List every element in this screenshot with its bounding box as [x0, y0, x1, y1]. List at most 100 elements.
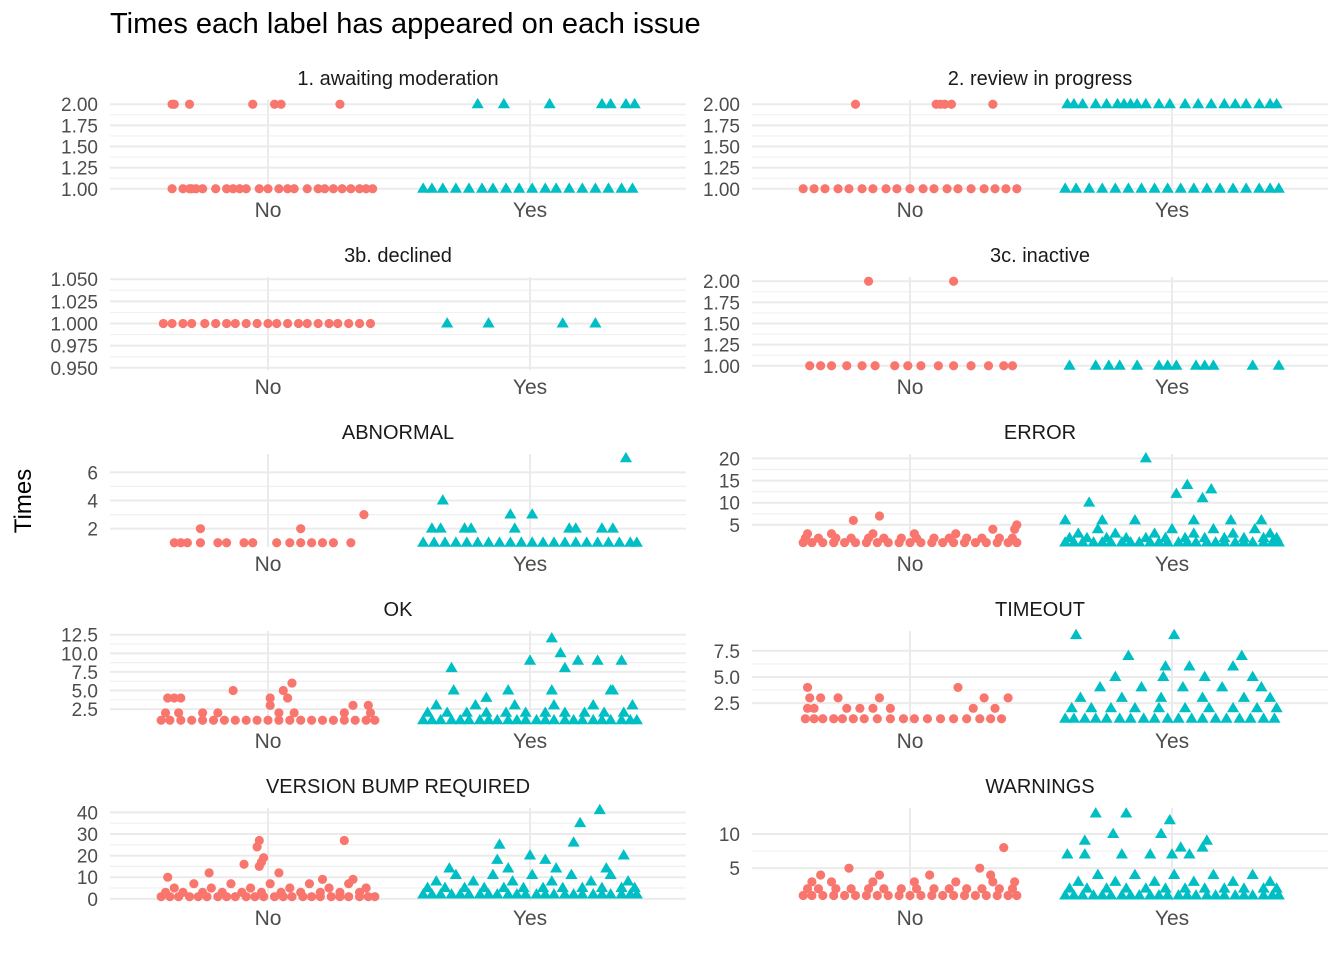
data-point-yes: [1198, 359, 1211, 370]
data-point-yes: [1246, 359, 1259, 370]
data-point-no: [872, 714, 882, 724]
data-point-no: [174, 708, 184, 718]
data-point-no: [929, 184, 939, 194]
data-point-yes: [1168, 628, 1181, 640]
data-point-yes: [1244, 712, 1257, 723]
data-point-yes: [617, 706, 630, 717]
data-point-yes: [1181, 478, 1194, 489]
data-point-no: [818, 714, 828, 724]
y-tick-label: 10: [719, 825, 740, 846]
data-point-yes: [591, 536, 604, 547]
data-point-no: [219, 715, 229, 725]
data-point-no: [962, 533, 972, 543]
data-point-yes: [1268, 712, 1281, 723]
data-point-yes: [425, 522, 438, 533]
data-point-no: [221, 318, 232, 329]
data-point-yes: [615, 182, 628, 193]
data-point-yes: [480, 706, 493, 717]
data-point-no: [949, 890, 959, 901]
data-point-no: [184, 892, 195, 902]
data-point-yes: [1131, 359, 1144, 370]
data-point-yes: [460, 536, 473, 547]
data-point-no: [850, 890, 861, 901]
data-point-yes: [417, 713, 430, 725]
data-point-yes: [425, 182, 438, 193]
data-point-yes: [589, 317, 602, 328]
data-point-yes: [436, 182, 449, 193]
data-point-yes: [1229, 97, 1242, 109]
data-point-yes: [547, 536, 561, 547]
data-point-no: [241, 184, 251, 194]
data-point-no: [339, 715, 349, 725]
data-point-no: [953, 682, 963, 693]
data-point-yes: [473, 888, 486, 899]
data-point-yes: [1189, 536, 1203, 547]
data-point-no: [807, 537, 817, 548]
data-point-no: [1012, 890, 1022, 901]
data-point-no: [211, 318, 221, 329]
data-point-no: [265, 693, 275, 703]
data-point-yes: [1172, 712, 1185, 723]
data-point-yes: [428, 536, 441, 547]
data-point-no: [208, 715, 219, 725]
x-tick-label-yes: Yes: [513, 376, 547, 399]
data-point-yes: [1148, 527, 1161, 538]
data-point-no: [195, 524, 206, 534]
data-point-no: [857, 361, 867, 371]
data-point-yes: [519, 713, 532, 725]
data-point-yes: [1200, 889, 1213, 900]
data-point-yes: [506, 875, 519, 886]
data-point-yes: [480, 691, 493, 702]
y-tick-label: 5.0: [714, 668, 740, 689]
data-point-yes: [1179, 531, 1192, 543]
data-point-no: [885, 714, 895, 724]
data-point-no: [365, 318, 376, 329]
data-point-yes: [1163, 813, 1176, 825]
panel-title: 2. review in progress: [948, 68, 1133, 90]
data-point-no: [169, 693, 179, 703]
y-tick-label: 10.0: [61, 644, 98, 665]
data-point-no: [296, 887, 306, 897]
data-point-yes: [1226, 527, 1240, 538]
data-point-no: [879, 533, 889, 543]
data-point-yes: [1065, 701, 1078, 713]
data-point-no: [169, 538, 179, 548]
data-point-yes: [1135, 681, 1148, 692]
panel-title: 1. awaiting moderation: [297, 68, 498, 90]
data-point-no: [922, 714, 933, 724]
data-point-yes: [519, 706, 532, 717]
data-point-yes: [478, 881, 491, 892]
data-point-no: [975, 863, 985, 873]
data-point-no: [962, 884, 972, 894]
data-point-yes: [1198, 882, 1211, 893]
data-point-no: [167, 318, 177, 329]
y-tick-label: 1.050: [50, 270, 98, 291]
data-point-yes: [1059, 712, 1072, 723]
data-point-no: [178, 318, 188, 329]
data-point-yes: [1163, 97, 1176, 109]
y-tick-label: 1.00: [703, 180, 740, 201]
data-point-yes: [1078, 712, 1091, 723]
data-point-no: [833, 184, 843, 194]
x-tick-label-yes: Yes: [1155, 376, 1189, 399]
y-tick-label: 1.75: [703, 293, 740, 314]
data-point-yes: [1096, 182, 1109, 193]
y-tick-label: 1.50: [703, 138, 740, 159]
data-point-yes: [417, 536, 430, 547]
panel-ok: 2.55.07.510.012.5 No Yes OK: [61, 599, 686, 753]
data-point-yes: [434, 713, 447, 725]
y-tick-label: 7.5: [72, 663, 98, 684]
data-point-yes: [1067, 97, 1080, 109]
data-point-yes: [1102, 359, 1115, 370]
data-point-no: [881, 184, 891, 194]
x-tick-label-no: No: [255, 907, 282, 930]
data-point-yes: [1233, 712, 1246, 723]
data-point-no: [335, 887, 345, 897]
data-point-no: [163, 872, 173, 882]
data-point-yes: [1198, 670, 1211, 681]
data-point-no: [328, 538, 338, 548]
data-point-yes: [523, 654, 537, 665]
data-point-yes: [454, 713, 467, 725]
y-tick-label: 6: [87, 463, 98, 484]
panel-title: 3b. declined: [344, 245, 452, 267]
